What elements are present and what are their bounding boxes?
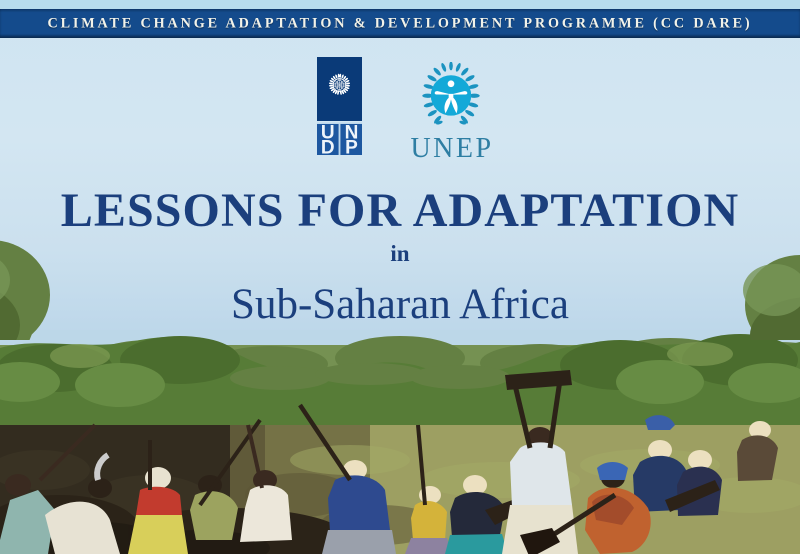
svg-text:P: P <box>345 138 358 157</box>
svg-text:D: D <box>321 138 335 157</box>
